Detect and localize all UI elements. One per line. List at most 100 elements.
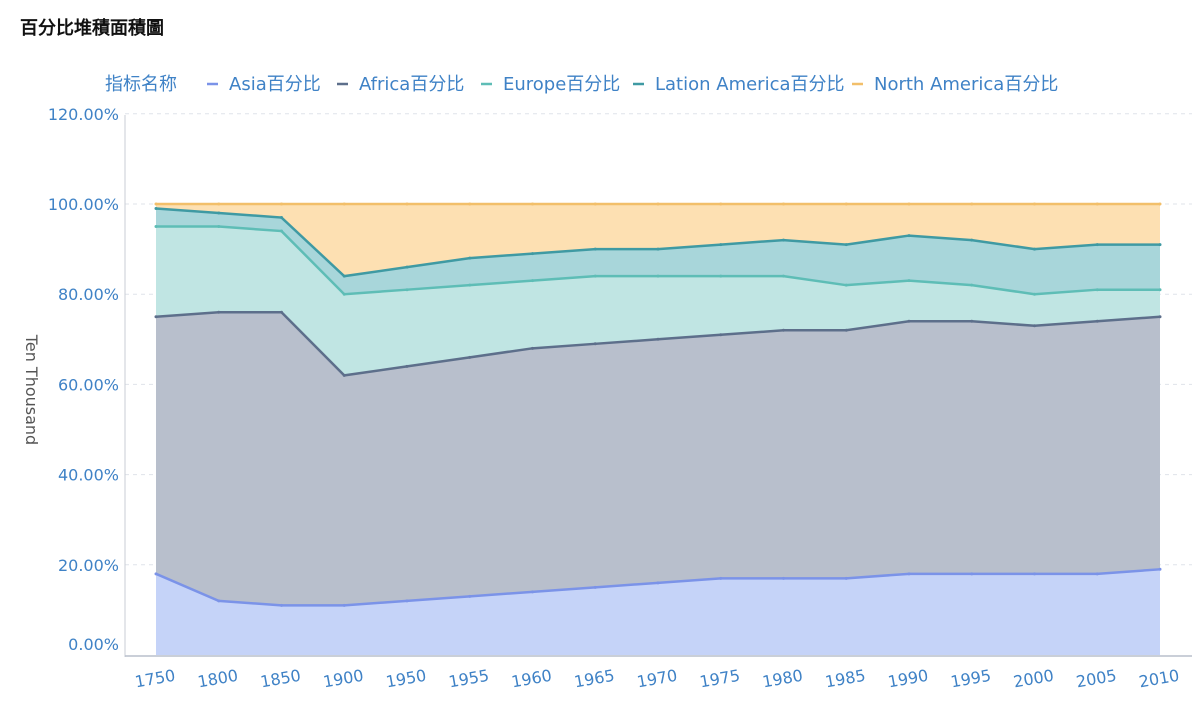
data-point <box>154 572 158 576</box>
area-2 <box>156 226 1160 376</box>
data-point <box>531 252 534 256</box>
data-point <box>907 572 911 576</box>
data-point <box>719 243 723 247</box>
data-point <box>280 603 283 607</box>
data-point <box>405 265 409 269</box>
data-point <box>1095 243 1099 247</box>
data-point <box>468 283 472 287</box>
data-point <box>656 202 660 206</box>
data-point <box>468 594 472 598</box>
data-point <box>656 247 660 251</box>
data-point <box>782 576 785 580</box>
x-tick-label: 1985 <box>824 666 867 692</box>
data-point <box>782 328 785 332</box>
page-title: 百分比堆積面積圖 <box>20 18 164 39</box>
data-point <box>342 274 346 278</box>
x-tick-label: 1800 <box>196 666 239 692</box>
data-point <box>217 225 221 229</box>
data-point <box>468 202 472 206</box>
data-point <box>217 202 221 206</box>
data-point <box>154 315 158 319</box>
data-point <box>782 238 785 242</box>
data-point <box>1095 319 1099 323</box>
data-point <box>656 337 660 341</box>
data-point <box>1095 202 1099 206</box>
data-point <box>154 207 158 211</box>
x-tick-label: 1970 <box>635 666 678 692</box>
data-point <box>154 202 158 206</box>
area-1 <box>156 312 1160 606</box>
x-tick-label: 1960 <box>510 666 553 692</box>
data-point <box>1033 202 1036 206</box>
y-tick-label: 100.00% <box>48 195 119 214</box>
data-point <box>593 585 597 589</box>
data-point <box>593 274 597 278</box>
data-point <box>468 355 472 359</box>
data-point <box>719 333 723 337</box>
x-tick-label: 2005 <box>1075 666 1118 692</box>
data-point <box>970 319 974 323</box>
data-point <box>468 256 472 260</box>
legend-item-label[interactable]: Lation America百分比 <box>655 74 845 95</box>
data-point <box>907 279 911 283</box>
data-point <box>405 288 409 292</box>
data-point <box>719 202 723 206</box>
data-point <box>280 229 283 233</box>
data-point <box>405 364 409 368</box>
legend-item-label[interactable]: Europe百分比 <box>503 74 620 95</box>
data-point <box>217 211 221 215</box>
data-point <box>1033 247 1036 251</box>
x-tick-label: 2010 <box>1137 666 1180 692</box>
data-point <box>217 599 221 603</box>
x-tick-label: 1750 <box>133 666 176 692</box>
data-point <box>844 202 848 206</box>
data-point <box>1158 288 1162 292</box>
data-point <box>1158 315 1162 319</box>
data-point <box>531 590 534 594</box>
y-tick-label: 0.00% <box>68 635 119 654</box>
data-point <box>907 234 911 238</box>
area-0 <box>156 569 1160 655</box>
legend-item-label[interactable]: Africa百分比 <box>359 74 464 95</box>
x-tick-label: 1980 <box>761 666 804 692</box>
data-point <box>782 274 785 278</box>
data-point <box>656 274 660 278</box>
x-tick-label: 1955 <box>447 666 490 692</box>
data-point <box>844 328 848 332</box>
data-point <box>970 572 974 576</box>
data-point <box>342 202 346 206</box>
line-layer <box>154 202 1162 607</box>
data-point <box>719 576 723 580</box>
data-point <box>593 342 597 346</box>
data-point <box>970 238 974 242</box>
data-point <box>531 346 534 350</box>
x-tick-label: 1900 <box>322 666 365 692</box>
data-point <box>280 216 283 220</box>
y-tick-label: 20.00% <box>58 556 119 575</box>
y-tick-label: 40.00% <box>58 466 119 485</box>
data-point <box>154 225 158 229</box>
data-point <box>656 581 660 585</box>
data-point <box>280 310 283 314</box>
data-point <box>531 279 534 283</box>
data-point <box>1095 288 1099 292</box>
legend-item-label[interactable]: Asia百分比 <box>229 74 321 95</box>
area-4 <box>156 204 1160 277</box>
data-point <box>593 202 597 206</box>
data-point <box>970 283 974 287</box>
data-point <box>1095 572 1099 576</box>
data-point <box>1158 202 1162 206</box>
data-point <box>1158 243 1162 247</box>
data-point <box>531 202 534 206</box>
data-point <box>217 310 221 314</box>
area-layer <box>156 204 1160 655</box>
data-point <box>1033 292 1036 296</box>
data-point <box>782 202 785 206</box>
data-point <box>844 243 848 247</box>
x-tick-label: 1990 <box>886 666 929 692</box>
x-tick-label: 1850 <box>259 666 302 692</box>
x-tick-label: 1995 <box>949 666 992 692</box>
legend-item-label[interactable]: North America百分比 <box>874 74 1058 95</box>
legend-title: 指标名称 <box>105 74 177 95</box>
data-point <box>844 576 848 580</box>
